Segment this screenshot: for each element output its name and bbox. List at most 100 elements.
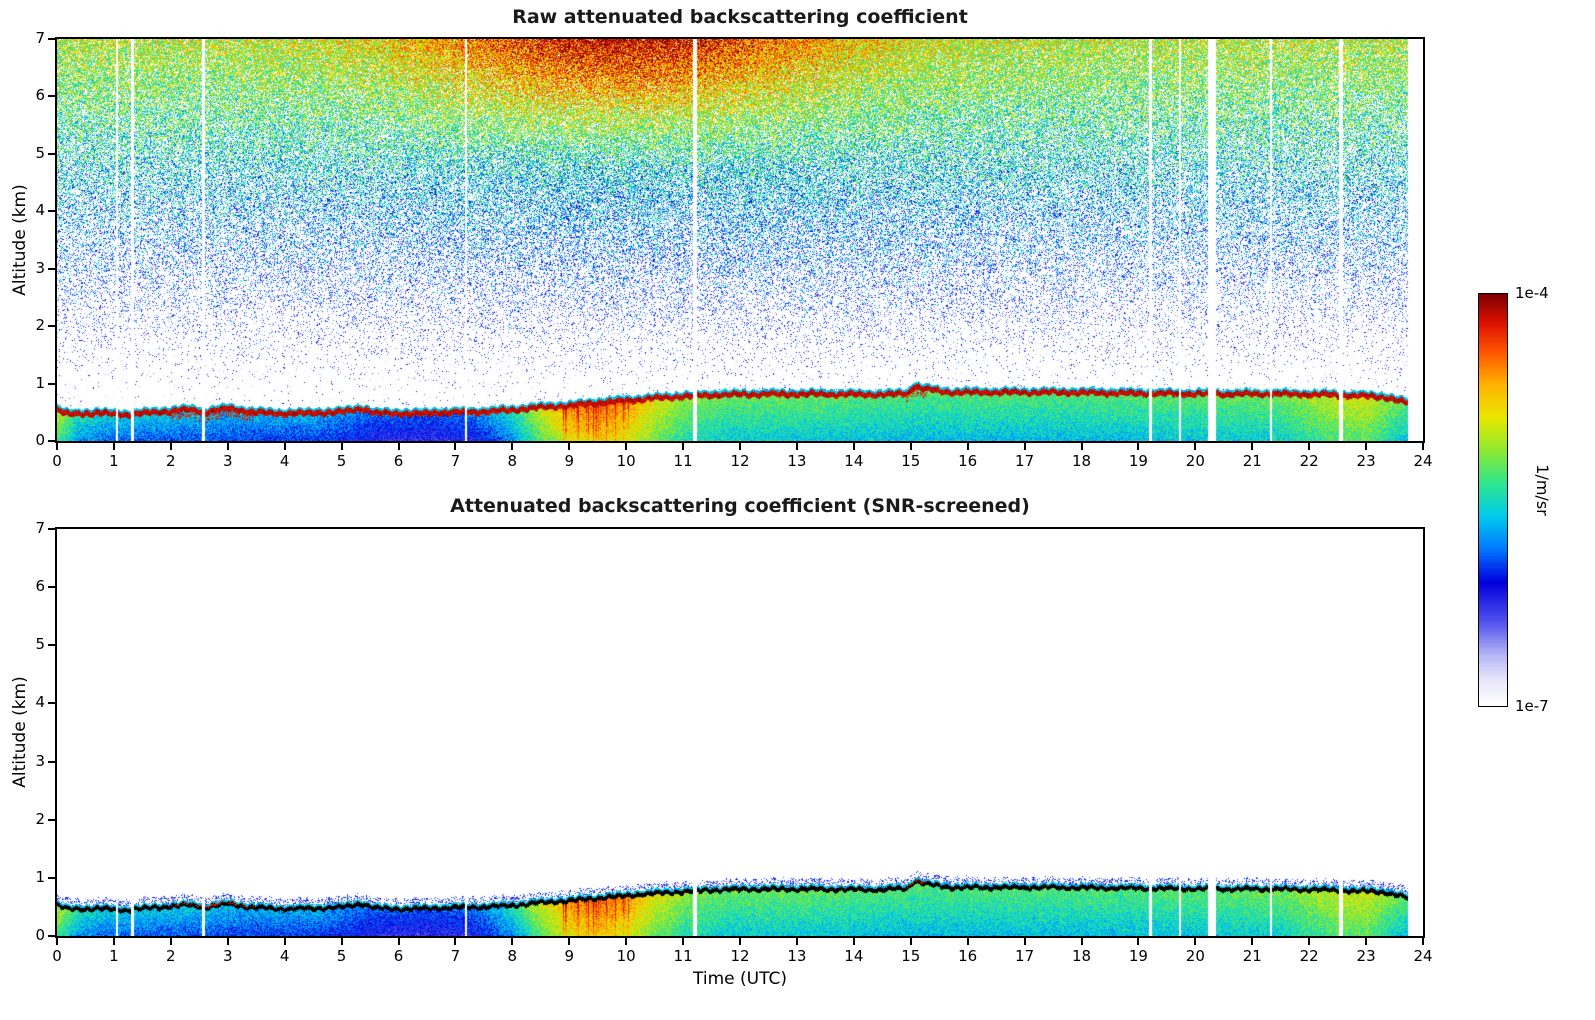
x-tick-label: 20 [1185, 947, 1205, 965]
x-tick-label: 15 [901, 452, 921, 470]
x-tick-label: 1 [109, 452, 119, 470]
y-tick-mark [48, 876, 55, 879]
x-tick-label: 10 [616, 452, 636, 470]
y-tick-label: 6 [35, 577, 45, 596]
x-tick-mark [226, 443, 229, 450]
x-tick-label: 5 [336, 947, 347, 965]
colorbar-max-label: 1e-4 [1515, 284, 1549, 302]
raw-backscatter-plot-area [55, 37, 1425, 443]
x-tick-mark [454, 443, 457, 450]
y-tick-label: 4 [35, 693, 45, 712]
x-tick-label: 24 [1413, 452, 1433, 470]
x-tick-mark [1308, 938, 1311, 945]
x-tick-mark [909, 938, 912, 945]
y-tick-label: 1 [35, 867, 45, 886]
x-tick-mark [1308, 443, 1311, 450]
x-tick-mark [1251, 443, 1254, 450]
x-tick-label: 22 [1299, 947, 1319, 965]
top-panel-title: Raw attenuated backscattering coefficien… [512, 6, 968, 28]
x-tick-label: 19 [1128, 947, 1148, 965]
y-tick-label: 5 [35, 635, 45, 654]
x-tick-mark [511, 443, 514, 450]
y-tick-mark [48, 152, 55, 155]
x-tick-label: 9 [564, 947, 575, 965]
y-tick-mark [48, 644, 55, 647]
x-tick-mark [909, 443, 912, 450]
x-tick-mark [1194, 443, 1197, 450]
x-tick-mark [1422, 938, 1424, 945]
y-tick-mark [48, 818, 55, 821]
x-tick-label: 12 [730, 947, 750, 965]
x-tick-mark [1365, 938, 1368, 945]
y-tick-label: 3 [35, 751, 45, 770]
x-tick-mark [795, 443, 798, 450]
x-tick-mark [454, 938, 457, 945]
y-tick-label: 5 [35, 143, 45, 162]
x-tick-mark [568, 443, 571, 450]
y-tick-mark [48, 760, 55, 763]
x-tick-mark [1080, 938, 1083, 945]
x-tick-label: 18 [1071, 947, 1092, 965]
colorbar [1478, 293, 1508, 707]
x-tick-label: 1 [109, 947, 119, 965]
x-tick-label: 14 [844, 947, 864, 965]
x-tick-mark [397, 938, 400, 945]
y-tick-mark [48, 382, 55, 385]
bottom-y-axis-label: Altitude (km) [10, 676, 30, 788]
x-tick-label: 21 [1242, 947, 1262, 965]
x-tick-mark [739, 443, 741, 450]
x-tick-mark [511, 938, 514, 945]
x-tick-mark [1023, 443, 1026, 450]
x-tick-label: 14 [844, 452, 864, 470]
x-tick-label: 22 [1299, 452, 1319, 470]
x-tick-label: 12 [730, 452, 750, 470]
y-tick-label: 7 [35, 29, 45, 47]
x-tick-mark [568, 938, 571, 945]
x-tick-mark [397, 443, 400, 450]
x-tick-mark [226, 938, 229, 945]
x-tick-mark [56, 938, 58, 945]
top-y-axis-label: Altitude (km) [10, 184, 30, 296]
x-tick-label: 3 [222, 452, 233, 470]
y-tick-mark [48, 702, 55, 705]
x-tick-label: 8 [507, 452, 518, 470]
x-tick-mark [795, 938, 798, 945]
y-tick-mark [48, 38, 55, 40]
x-tick-label: 8 [507, 947, 518, 965]
y-tick-label: 7 [35, 519, 45, 537]
x-tick-label: 3 [222, 947, 233, 965]
y-tick-label: 0 [35, 431, 45, 449]
colorbar-gradient [1479, 294, 1507, 706]
screened-backscatter-plot-area [55, 527, 1425, 938]
y-tick-mark [48, 325, 55, 328]
x-tick-label: 6 [393, 947, 404, 965]
x-tick-label: 9 [564, 452, 575, 470]
colorbar-min-label: 1e-7 [1515, 697, 1549, 715]
y-tick-label: 4 [35, 201, 45, 220]
y-tick-mark [48, 935, 55, 937]
x-tick-label: 16 [958, 947, 978, 965]
y-tick-label: 2 [35, 316, 45, 335]
x-tick-label: 20 [1185, 452, 1205, 470]
y-tick-mark [48, 528, 55, 530]
x-tick-label: 0 [52, 947, 62, 965]
x-tick-label: 13 [787, 452, 807, 470]
x-tick-mark [1137, 443, 1140, 450]
x-tick-mark [1023, 938, 1026, 945]
x-tick-label: 16 [958, 452, 978, 470]
x-tick-label: 15 [901, 947, 921, 965]
y-tick-label: 3 [35, 258, 45, 277]
x-tick-mark [966, 938, 969, 945]
x-tick-label: 13 [787, 947, 807, 965]
x-tick-label: 7 [450, 947, 461, 965]
y-tick-mark [48, 586, 55, 589]
y-tick-mark [48, 210, 55, 213]
x-tick-mark [625, 938, 628, 945]
x-tick-label: 2 [166, 947, 176, 965]
x-tick-mark [1137, 938, 1140, 945]
y-tick-mark [48, 440, 55, 442]
x-tick-label: 10 [616, 947, 636, 965]
x-tick-mark [739, 938, 741, 945]
x-tick-mark [682, 443, 685, 450]
